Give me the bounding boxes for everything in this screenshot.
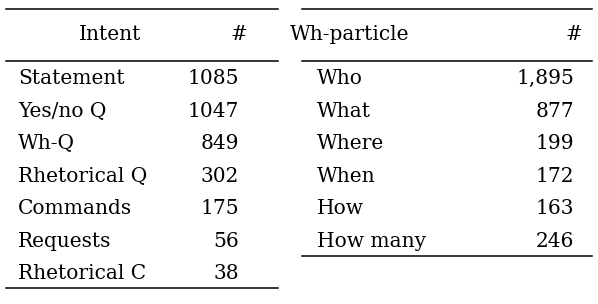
Text: 163: 163 — [536, 199, 574, 218]
Text: 1047: 1047 — [188, 102, 239, 121]
Text: Wh-particle: Wh-particle — [290, 26, 410, 44]
Text: #: # — [566, 26, 582, 44]
Text: Commands: Commands — [18, 199, 132, 218]
Text: #: # — [231, 26, 248, 44]
Text: Requests: Requests — [18, 232, 111, 251]
Text: Intent: Intent — [79, 26, 141, 44]
Text: 302: 302 — [201, 167, 239, 186]
Text: 246: 246 — [536, 232, 574, 251]
Text: How: How — [317, 199, 364, 218]
Text: 175: 175 — [200, 199, 239, 218]
Text: 56: 56 — [213, 232, 239, 251]
Text: 199: 199 — [535, 134, 574, 153]
Text: Where: Where — [317, 134, 384, 153]
Text: 172: 172 — [536, 167, 574, 186]
Text: Who: Who — [317, 69, 363, 88]
Text: Yes/no Q: Yes/no Q — [18, 102, 106, 121]
Text: How many: How many — [317, 232, 426, 251]
Text: What: What — [317, 102, 371, 121]
Text: 1,895: 1,895 — [516, 69, 574, 88]
Text: Rhetorical C: Rhetorical C — [18, 264, 146, 283]
Text: Rhetorical Q: Rhetorical Q — [18, 167, 147, 186]
Text: Wh-Q: Wh-Q — [18, 134, 75, 153]
Text: When: When — [317, 167, 376, 186]
Text: 38: 38 — [213, 264, 239, 283]
Text: 877: 877 — [535, 102, 574, 121]
Text: 849: 849 — [201, 134, 239, 153]
Text: 1085: 1085 — [188, 69, 239, 88]
Text: Statement: Statement — [18, 69, 124, 88]
